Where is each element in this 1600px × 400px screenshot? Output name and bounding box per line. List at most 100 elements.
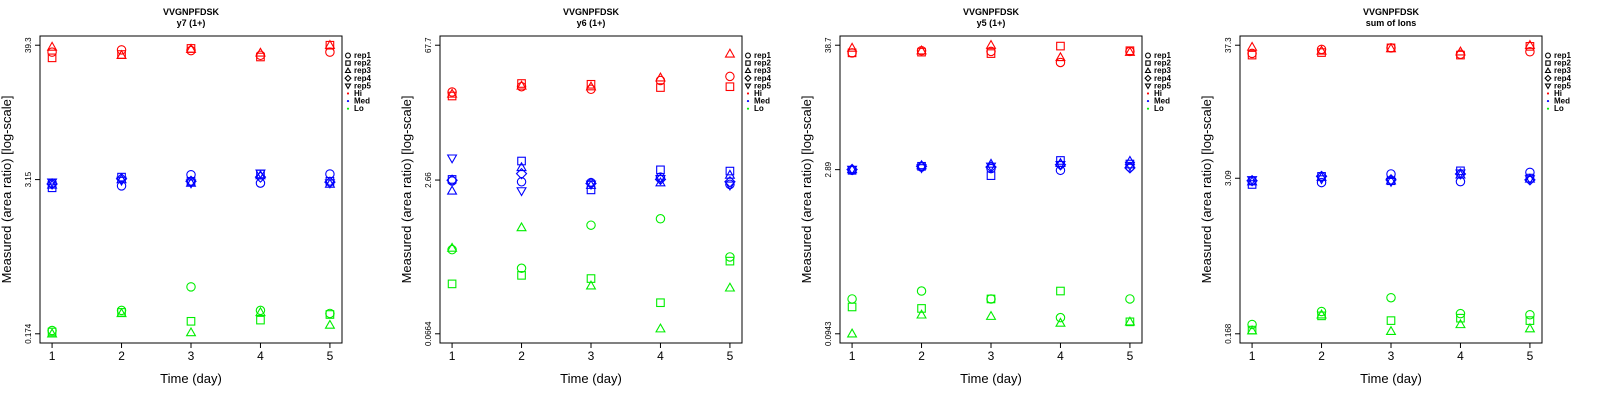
data-point-lo-rep3 bbox=[985, 310, 997, 320]
legend-label-rep4: rep4 bbox=[1554, 74, 1571, 83]
data-point-lo-rep1 bbox=[1247, 319, 1257, 330]
legend-label-hi: Hi bbox=[1154, 89, 1162, 98]
data-point-lo-rep3 bbox=[1055, 317, 1066, 327]
data-point-lo-rep1 bbox=[1055, 312, 1066, 323]
data-point-hi-rep1 bbox=[116, 45, 127, 55]
x-tick-label: 4 bbox=[1057, 349, 1064, 363]
legend-symbol-med bbox=[1546, 100, 1550, 103]
legend-symbol-rep3 bbox=[1144, 66, 1152, 74]
data-point-med-rep2 bbox=[586, 185, 596, 195]
legend-label-rep3: rep3 bbox=[754, 66, 771, 75]
legend-label-rep5: rep5 bbox=[1554, 81, 1571, 90]
data-point-hi-rep2 bbox=[986, 49, 996, 58]
data-point-med-rep5 bbox=[1246, 176, 1258, 186]
legend-label-hi: Hi bbox=[1554, 89, 1562, 98]
data-point-med-rep1 bbox=[325, 169, 335, 179]
data-point-med-rep3 bbox=[1316, 171, 1327, 181]
chart-subtitle: y5 (1+) bbox=[977, 18, 1006, 28]
data-point-lo-rep3 bbox=[655, 322, 666, 333]
x-axis-label: Time (day) bbox=[960, 371, 1022, 386]
data-point-lo-rep1 bbox=[516, 263, 527, 274]
legend-symbol-rep1 bbox=[345, 52, 351, 59]
data-point-med-rep1 bbox=[725, 179, 735, 190]
legend-symbol-rep4 bbox=[344, 74, 352, 82]
data-point-med-rep4 bbox=[446, 174, 458, 187]
data-point-lo-rep1 bbox=[1386, 292, 1396, 303]
chart-title: VVGNPFDSK bbox=[963, 7, 1020, 17]
data-point-lo-rep3 bbox=[846, 328, 858, 338]
legend-label-rep3: rep3 bbox=[1154, 66, 1171, 75]
chart-subtitle: y7 (1+) bbox=[177, 18, 206, 28]
legend-symbol-hi bbox=[1546, 92, 1550, 95]
data-point-lo-rep2 bbox=[986, 294, 996, 304]
data-point-lo-rep2 bbox=[656, 298, 665, 308]
data-point-med-rep1 bbox=[1316, 177, 1327, 188]
data-point-lo-rep2 bbox=[847, 302, 857, 312]
data-point-hi-rep2 bbox=[47, 53, 57, 63]
data-point-med-rep5 bbox=[985, 162, 997, 173]
legend-symbol-rep5 bbox=[1144, 83, 1152, 90]
data-point-hi-rep3 bbox=[846, 42, 858, 52]
data-point-lo-rep2 bbox=[447, 279, 457, 289]
data-point-lo-rep3 bbox=[46, 328, 58, 338]
legend-symbol-hi bbox=[346, 92, 350, 95]
data-point-med-rep4 bbox=[724, 175, 736, 188]
data-point-lo-rep1 bbox=[1455, 308, 1466, 319]
data-point-lo-rep1 bbox=[847, 294, 857, 304]
data-point-hi-rep2 bbox=[725, 82, 735, 92]
y-tick-label: 39.3 bbox=[24, 37, 33, 53]
data-point-med-rep1 bbox=[655, 172, 666, 182]
data-point-lo-rep3 bbox=[1246, 324, 1258, 335]
legend-symbol-rep5 bbox=[744, 83, 752, 90]
data-point-lo-rep3 bbox=[1316, 309, 1327, 319]
data-point-lo-rep1 bbox=[447, 244, 457, 255]
x-tick-label: 5 bbox=[1527, 349, 1534, 363]
data-point-lo-rep1 bbox=[1125, 294, 1135, 304]
data-point-lo-rep3 bbox=[185, 326, 197, 337]
data-point-lo-rep3 bbox=[516, 221, 527, 232]
data-point-lo-rep2 bbox=[725, 256, 735, 266]
data-point-med-rep3 bbox=[516, 161, 527, 172]
legend-symbol-hi bbox=[1146, 92, 1150, 95]
data-point-hi-rep1 bbox=[47, 47, 57, 57]
x-tick-label: 1 bbox=[849, 349, 856, 363]
data-point-hi-rep3 bbox=[1455, 46, 1466, 56]
data-point-lo-rep1 bbox=[255, 305, 266, 316]
chart-subtitle: sum of Ions bbox=[1366, 18, 1417, 28]
legend-symbol-rep1 bbox=[1145, 52, 1151, 59]
data-point-med-rep5 bbox=[446, 154, 458, 164]
data-point-med-rep1 bbox=[516, 177, 527, 187]
chart-title: VVGNPFDSK bbox=[163, 7, 220, 17]
y-tick-label: 37.3 bbox=[1224, 37, 1233, 53]
legend-symbol-rep4 bbox=[1544, 74, 1552, 82]
data-point-hi-rep3 bbox=[724, 48, 736, 58]
data-point-med-rep5 bbox=[1124, 161, 1136, 172]
y-tick-label: 3.09 bbox=[1224, 170, 1233, 186]
data-point-lo-rep1 bbox=[916, 286, 927, 296]
data-point-lo-rep3 bbox=[916, 309, 927, 319]
data-point-med-rep5 bbox=[724, 181, 736, 191]
data-point-lo-rep2 bbox=[1386, 316, 1396, 325]
data-point-med-rep3 bbox=[1524, 173, 1536, 183]
data-point-lo-rep3 bbox=[1524, 322, 1536, 333]
x-tick-label: 5 bbox=[327, 349, 334, 363]
legend-label-rep4: rep4 bbox=[1154, 74, 1171, 83]
data-point-med-rep3 bbox=[1385, 174, 1397, 185]
data-point-lo-rep3 bbox=[116, 307, 127, 318]
y-tick-label: 2.66 bbox=[424, 172, 433, 188]
data-point-lo-rep2 bbox=[1456, 313, 1465, 323]
data-point-lo-rep2 bbox=[586, 274, 596, 283]
data-point-lo-rep3 bbox=[446, 242, 458, 252]
data-point-lo-rep2 bbox=[917, 304, 926, 313]
data-point-hi-rep3 bbox=[1124, 46, 1136, 56]
data-point-lo-rep2 bbox=[256, 315, 265, 325]
data-point-med-rep3 bbox=[724, 169, 736, 179]
legend-label-rep2: rep2 bbox=[754, 59, 771, 68]
legend-label-rep4: rep4 bbox=[754, 74, 771, 83]
data-point-hi-rep3 bbox=[185, 43, 197, 53]
y-tick-label: 0.168 bbox=[1224, 323, 1233, 344]
data-point-med-rep5 bbox=[1524, 175, 1536, 185]
data-point-med-rep3 bbox=[46, 179, 58, 189]
plot-frame bbox=[39, 35, 343, 344]
